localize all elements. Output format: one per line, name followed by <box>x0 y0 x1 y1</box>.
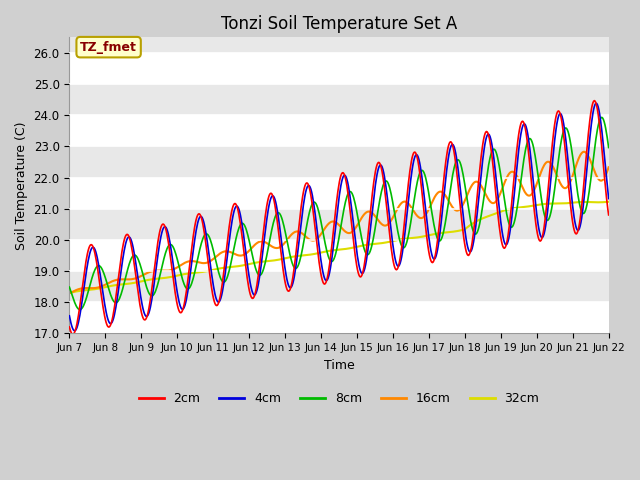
Legend: 2cm, 4cm, 8cm, 16cm, 32cm: 2cm, 4cm, 8cm, 16cm, 32cm <box>134 387 545 410</box>
Bar <box>69 302 609 334</box>
X-axis label: Time: Time <box>324 359 355 372</box>
Bar <box>69 115 609 146</box>
Text: TZ_fmet: TZ_fmet <box>80 41 137 54</box>
Bar <box>69 178 609 209</box>
Bar <box>69 240 609 271</box>
Y-axis label: Soil Temperature (C): Soil Temperature (C) <box>15 121 28 250</box>
Bar <box>69 53 609 84</box>
Title: Tonzi Soil Temperature Set A: Tonzi Soil Temperature Set A <box>221 15 457 33</box>
